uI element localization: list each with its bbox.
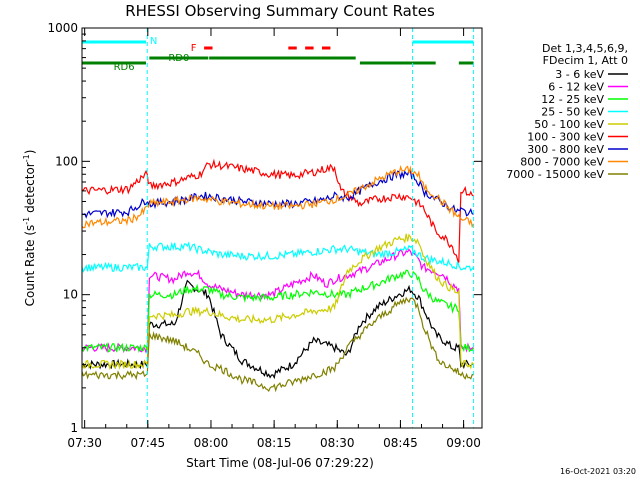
legend-label-7: 300 - 800 keV <box>527 143 604 156</box>
night-flag-label: N <box>150 36 157 47</box>
y-tick-label-4: 1000 <box>47 21 78 35</box>
legend-label-1: 3 - 6 keV <box>555 68 604 81</box>
flare-flag-label: F <box>191 43 197 54</box>
legend-header-1: Det 1,3,4,5,6,9, <box>542 42 628 55</box>
rd0-flag-label: RD0 <box>168 53 189 64</box>
y-label-sup2: -1 <box>22 154 31 162</box>
legend-label-4: 25 - 50 keV <box>541 106 604 119</box>
y-label-mid: detector <box>23 162 37 217</box>
y-label-end: ) <box>23 150 37 155</box>
rd6-flag-label: RD6 <box>114 62 135 73</box>
x-tick-label-7: 09:00 <box>446 436 481 450</box>
y-axis-label: Count Rate (s-1 detector-1) <box>22 150 37 307</box>
x-tick-label-3: 08:00 <box>194 436 229 450</box>
y-axis: 1 10 100 1000 <box>47 21 482 435</box>
plot-frame <box>81 27 483 429</box>
x-tick-label-2: 07:45 <box>131 436 166 450</box>
y-tick-label-1: 1 <box>70 421 78 435</box>
legend-label-3: 12 - 25 keV <box>541 93 604 106</box>
x-tick-label-6: 08:45 <box>383 436 418 450</box>
series-line-6 <box>81 158 474 263</box>
legend-label-5: 50 - 100 keV <box>534 118 604 131</box>
legend-label-6: 100 - 300 keV <box>527 131 604 144</box>
timestamp: 16-Oct-2021 03:20 <box>560 467 636 476</box>
x-tick-label-1: 07:30 <box>67 436 102 450</box>
y-label-main: Count Rate (s <box>23 225 37 307</box>
chart-title: RHESSI Observing Summary Count Rates <box>125 2 435 20</box>
legend-label-2: 6 - 12 keV <box>548 81 604 94</box>
x-axis-label: Start Time (08-Jul-06 07:29:22) <box>186 456 374 470</box>
legend-label-9: 7000 - 15000 keV <box>506 168 604 181</box>
legend: Det 1,3,4,5,6,9, FDecim 1, Att 0 3 - 6 k… <box>506 42 628 181</box>
y-tick-label-2: 10 <box>63 288 78 302</box>
legend-header-2: FDecim 1, Att 0 <box>543 54 628 67</box>
y-label-sup1: -1 <box>22 217 31 225</box>
legend-label-8: 800 - 7000 keV <box>520 156 604 169</box>
x-tick-label-5: 08:30 <box>320 436 355 450</box>
y-tick-label-3: 100 <box>55 154 78 168</box>
x-axis: 07:30 07:45 08:00 08:15 08:30 08:45 09:00 <box>67 28 481 450</box>
x-tick-label-4: 08:15 <box>257 436 292 450</box>
